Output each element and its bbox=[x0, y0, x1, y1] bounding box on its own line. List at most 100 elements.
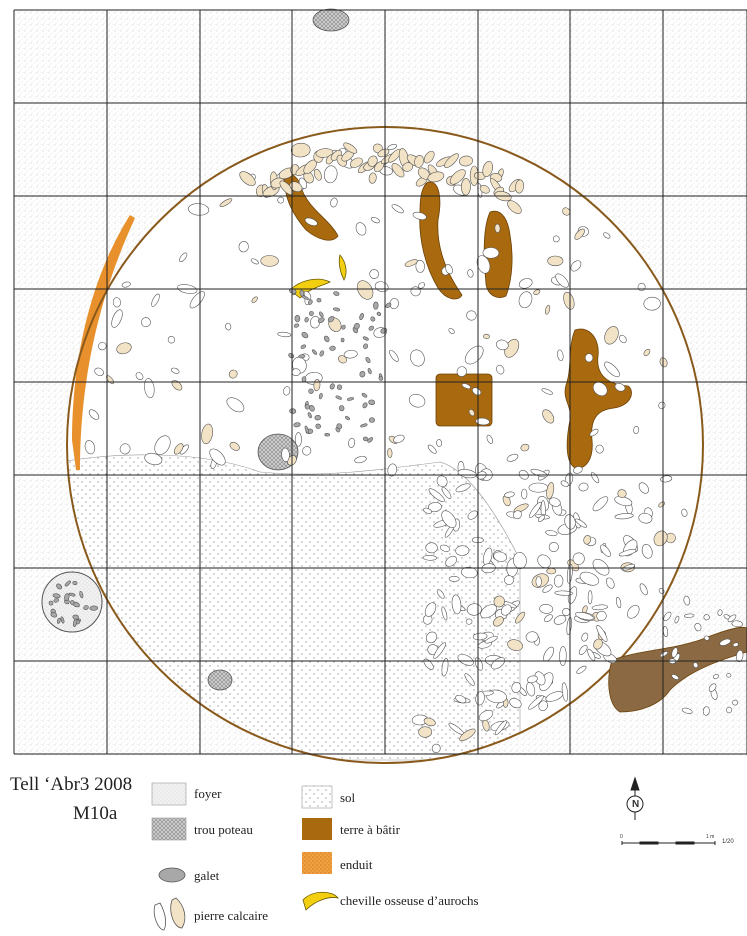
stone bbox=[308, 388, 314, 394]
stone bbox=[368, 172, 377, 184]
stone bbox=[542, 584, 553, 593]
stone bbox=[539, 603, 554, 614]
legend-cheville-swatch bbox=[302, 891, 339, 911]
stone bbox=[708, 683, 717, 692]
stone bbox=[319, 350, 325, 357]
stone bbox=[50, 612, 58, 618]
stone bbox=[533, 289, 541, 296]
stone bbox=[546, 567, 557, 575]
stone bbox=[340, 337, 345, 343]
stone bbox=[72, 580, 78, 586]
stone bbox=[455, 545, 470, 556]
stone bbox=[511, 682, 522, 693]
stone bbox=[89, 605, 99, 611]
stone bbox=[367, 155, 378, 167]
stone bbox=[592, 558, 610, 576]
stone bbox=[464, 673, 475, 686]
stone bbox=[617, 489, 627, 498]
stone bbox=[88, 409, 100, 420]
stone bbox=[674, 615, 680, 624]
stone bbox=[56, 617, 61, 624]
stone bbox=[330, 197, 338, 208]
stone bbox=[332, 307, 341, 312]
stone bbox=[349, 157, 363, 168]
stone bbox=[424, 602, 437, 617]
stone bbox=[543, 614, 553, 623]
stone bbox=[354, 456, 367, 464]
stone bbox=[712, 674, 720, 679]
stone bbox=[638, 512, 653, 524]
stone bbox=[412, 211, 427, 220]
stone bbox=[68, 592, 76, 597]
stone bbox=[414, 155, 424, 168]
stone bbox=[355, 222, 367, 236]
stone bbox=[528, 695, 544, 710]
stone bbox=[94, 367, 104, 376]
stone bbox=[304, 217, 318, 226]
stone bbox=[83, 605, 89, 611]
stone bbox=[304, 425, 309, 434]
stone bbox=[461, 566, 478, 579]
stone bbox=[468, 408, 475, 417]
stone bbox=[98, 341, 107, 351]
stone bbox=[302, 446, 312, 456]
stone bbox=[719, 638, 732, 646]
stone bbox=[592, 496, 609, 512]
stone bbox=[547, 255, 564, 267]
stone bbox=[189, 291, 205, 309]
stone bbox=[173, 443, 184, 455]
stone bbox=[604, 361, 620, 378]
stone bbox=[304, 404, 310, 410]
stone bbox=[335, 395, 342, 400]
stone bbox=[449, 169, 466, 185]
stone bbox=[479, 185, 490, 194]
stone bbox=[736, 649, 744, 663]
stone bbox=[603, 232, 611, 239]
stone bbox=[387, 448, 393, 458]
stone bbox=[515, 611, 526, 624]
stone bbox=[346, 397, 355, 401]
stone bbox=[513, 510, 522, 520]
stone bbox=[250, 258, 259, 265]
legend-trou-poteau-label: trou poteau bbox=[194, 822, 253, 837]
stone bbox=[425, 631, 438, 644]
stone bbox=[637, 282, 646, 292]
stone bbox=[209, 448, 226, 466]
stone bbox=[283, 386, 291, 396]
stone bbox=[402, 162, 414, 172]
stone bbox=[323, 165, 338, 184]
stone bbox=[64, 593, 70, 601]
stone bbox=[70, 600, 75, 605]
stone bbox=[368, 325, 374, 331]
stone bbox=[466, 310, 477, 321]
stone bbox=[428, 488, 445, 503]
stone bbox=[545, 304, 551, 315]
legend-pierre-calcaire-swatch bbox=[153, 897, 186, 931]
stone bbox=[313, 168, 322, 181]
stone bbox=[643, 348, 651, 357]
stone bbox=[548, 541, 559, 552]
scale-end-label: 1 m bbox=[706, 834, 715, 840]
stone bbox=[362, 336, 369, 341]
stone bbox=[726, 673, 732, 678]
stone bbox=[52, 593, 61, 599]
stone bbox=[294, 432, 302, 447]
stone bbox=[615, 596, 622, 609]
stone bbox=[482, 247, 500, 259]
stone bbox=[541, 388, 553, 395]
stone bbox=[703, 614, 710, 621]
stone bbox=[289, 181, 303, 193]
stone bbox=[614, 383, 626, 392]
stone bbox=[507, 639, 523, 651]
stone bbox=[495, 339, 509, 351]
stone bbox=[593, 638, 603, 650]
stone bbox=[641, 544, 653, 559]
stone bbox=[619, 334, 627, 344]
stone bbox=[500, 604, 512, 616]
stone bbox=[418, 282, 426, 289]
stone bbox=[367, 368, 372, 375]
stone bbox=[589, 428, 599, 437]
stone bbox=[309, 405, 315, 412]
stone bbox=[318, 392, 323, 400]
stone bbox=[277, 196, 285, 204]
